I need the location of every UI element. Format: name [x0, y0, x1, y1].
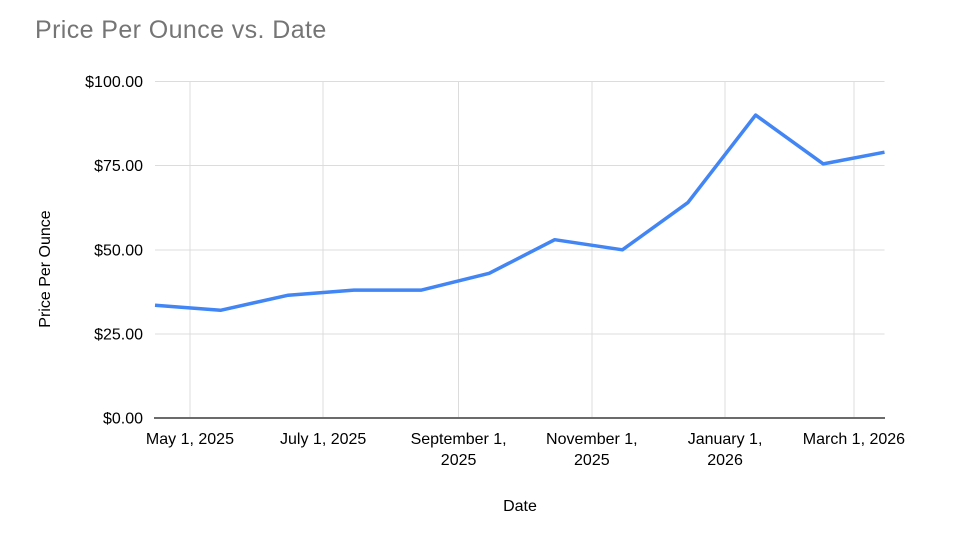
- y-tick-label: $50.00: [94, 242, 143, 259]
- x-tick-label: January 1,: [688, 431, 763, 448]
- x-tick-label: May 1, 2025: [146, 431, 234, 448]
- y-tick-label: $75.00: [94, 158, 143, 175]
- x-tick-label: 2025: [574, 452, 610, 469]
- x-tick-label: November 1,: [546, 431, 638, 448]
- price-series-line: [154, 113, 885, 313]
- x-tick-label: July 1, 2025: [280, 431, 366, 448]
- y-tick-label: $100.00: [85, 74, 143, 91]
- y-axis-title: Price Per Ounce: [37, 210, 54, 328]
- x-tick-label: 2025: [441, 452, 477, 469]
- chart-title: Price Per Ounce vs. Date: [35, 16, 327, 44]
- y-tick-label: $0.00: [103, 411, 143, 428]
- y-tick-label: $25.00: [94, 326, 143, 343]
- x-tick-label: 2026: [707, 452, 743, 469]
- x-tick-label: March 1, 2026: [803, 431, 905, 448]
- x-tick-label: September 1,: [411, 431, 507, 448]
- x-axis-title: Date: [503, 498, 537, 515]
